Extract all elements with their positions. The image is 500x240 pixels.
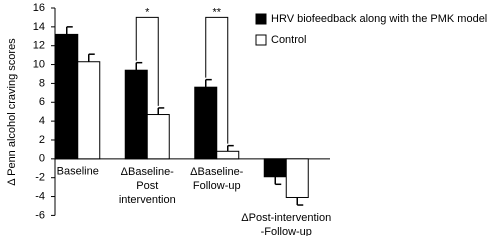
y-tick-label: -2: [35, 172, 45, 184]
legend-label: HRV biofeedback along with the PMK model: [271, 13, 487, 25]
y-tick-label: 16: [33, 2, 45, 14]
bar: [216, 150, 240, 160]
error-bar: [296, 197, 304, 206]
error-bar: [227, 144, 234, 152]
bar: [55, 33, 79, 160]
significance-label: *: [145, 6, 150, 18]
x-tick-label: Baseline: [57, 166, 99, 178]
significance-bracket: [135, 16, 159, 106]
y-tick-label: 8: [39, 77, 45, 89]
x-tick-label: ΔPost-intervention -Follow-up: [241, 212, 331, 236]
y-axis-label: Δ Penn alcohol craving scores: [6, 38, 18, 186]
y-tick-label: 12: [33, 40, 45, 52]
error-bar: [88, 53, 95, 62]
bar: [124, 69, 148, 160]
error-bar: [135, 61, 143, 71]
y-tick-label: 4: [39, 115, 45, 127]
bar: [146, 114, 170, 160]
y-tick-label: -4: [35, 190, 45, 202]
x-tick-label: ΔBaseline-Follow-up: [190, 166, 244, 192]
significance-label: **: [212, 6, 221, 18]
bar: [194, 86, 218, 160]
error-bar: [157, 107, 165, 115]
y-tick-label: 6: [39, 96, 45, 108]
significance-bracket: [205, 16, 229, 144]
y-tick-label: -6: [35, 209, 45, 221]
x-tick-label: ΔBaseline-Post intervention: [119, 166, 176, 206]
legend-label: Control: [271, 34, 306, 46]
legend-swatch: [255, 34, 267, 46]
bar: [77, 61, 101, 160]
error-bar: [274, 176, 282, 186]
error-bar: [66, 26, 73, 35]
y-tick-label: 14: [33, 21, 45, 33]
bar: [263, 158, 287, 178]
y-tick-label: 2: [39, 134, 45, 146]
y-tick-label: 0: [39, 153, 45, 165]
legend-swatch: [255, 13, 267, 25]
error-bar: [205, 78, 212, 88]
y-tick-label: 10: [33, 58, 45, 70]
bar: [285, 158, 309, 198]
